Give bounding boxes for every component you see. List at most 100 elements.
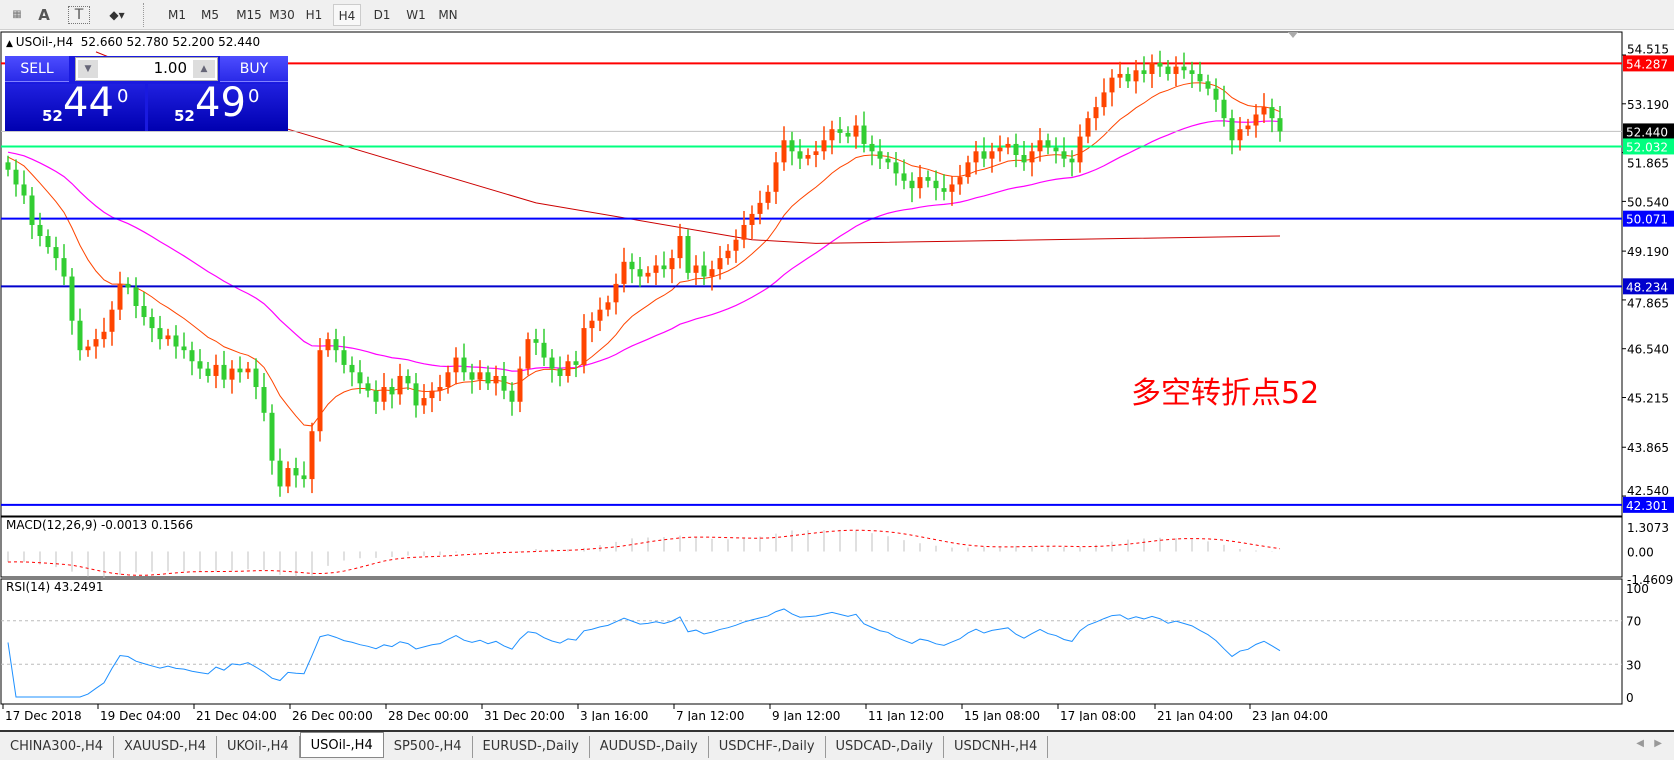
candle — [389, 378, 395, 409]
price-label: 48.234 — [1626, 280, 1668, 294]
chart-header: ▲ USOil-,H4 52.660 52.780 52.200 52.440 — [6, 35, 260, 49]
candle-body — [493, 375, 499, 384]
x-tick-label: 19 Dec 04:00 — [100, 709, 181, 721]
tab-xauusd-h4[interactable]: XAUUSD-,H4 — [114, 736, 217, 758]
tab-scroll-left-icon[interactable]: ◀ — [1636, 738, 1644, 749]
price-label: 54.287 — [1626, 57, 1668, 71]
candle-body — [285, 468, 291, 487]
candle — [733, 229, 739, 263]
chart-tabs: CHINA300-,H4 XAUUSD-,H4 UKOil-,H4 USOil-,H4… — [0, 730, 1674, 760]
candle — [1141, 56, 1147, 83]
candle-body — [141, 305, 147, 318]
candle — [965, 155, 971, 184]
tab-eurusd-daily[interactable]: EURUSD-,Daily — [473, 736, 590, 758]
tab-usoil-h4[interactable]: USOil-,H4 — [299, 732, 384, 758]
candle — [485, 365, 491, 390]
period-mn[interactable]: MN — [438, 8, 458, 22]
tab-usdchf-daily[interactable]: USDCHF-,Daily — [709, 736, 826, 758]
period-m30[interactable]: M30 — [269, 8, 295, 22]
text-label-icon[interactable]: T — [68, 6, 90, 24]
candle-body — [293, 468, 299, 476]
rsi-title: RSI(14) 43.2491 — [6, 580, 104, 594]
x-tick-label: 23 Jan 04:00 — [1252, 709, 1328, 721]
candle-body — [925, 177, 931, 181]
y-tick-label: 47.865 — [1627, 296, 1669, 310]
candle-body — [637, 269, 643, 277]
candle-body — [565, 361, 571, 376]
period-m5[interactable]: M5 — [201, 8, 219, 22]
tab-usdcad-daily[interactable]: USDCAD-,Daily — [826, 736, 944, 758]
candle-body — [373, 390, 379, 402]
candle-body — [589, 320, 595, 329]
candle — [165, 328, 171, 346]
x-tick-label: 11 Jan 12:00 — [868, 709, 944, 721]
candle-body — [621, 261, 627, 284]
buy-button[interactable]: BUY — [220, 56, 288, 82]
tab-sp500-h4[interactable]: SP500-,H4 — [384, 736, 473, 758]
candle — [1013, 133, 1019, 168]
collapse-triangle-icon[interactable]: ▲ — [6, 39, 16, 49]
candle — [693, 255, 699, 286]
candle — [181, 332, 187, 359]
candle-body — [1149, 62, 1155, 74]
candle — [37, 212, 43, 247]
volume-spinner[interactable]: ▼ 1.00 ▲ — [75, 57, 218, 81]
candle — [45, 229, 51, 254]
chart-area[interactable]: 54.515 53.190 51.865 50.540 49.190 47.865 46.5… — [0, 31, 1674, 723]
grid-f-icon[interactable]: ▦ — [12, 9, 22, 20]
period-h4[interactable]: H4 — [333, 4, 361, 26]
period-h1[interactable]: H1 — [305, 8, 323, 22]
candle-body — [1221, 99, 1227, 119]
buy-price[interactable]: 52 49 0 — [148, 80, 288, 131]
candle — [1005, 137, 1011, 155]
candle-body — [53, 247, 59, 259]
price-label-bg — [1623, 496, 1674, 513]
candle — [293, 457, 299, 488]
candle — [317, 338, 323, 442]
candle-body — [893, 162, 899, 174]
candle-body — [957, 177, 963, 185]
volume-up-icon[interactable]: ▲ — [193, 60, 215, 78]
candle-body — [221, 364, 227, 380]
candle — [781, 126, 787, 171]
volume-input[interactable]: 1.00 — [153, 59, 187, 77]
period-m1[interactable]: M1 — [168, 8, 186, 22]
candle — [245, 361, 251, 379]
candle-body — [1037, 140, 1043, 152]
y-tick-label: 50.540 — [1627, 195, 1669, 209]
candle — [893, 152, 899, 186]
candle-body — [301, 475, 307, 480]
candle — [661, 251, 667, 278]
period-m15[interactable]: M15 — [236, 8, 262, 22]
tab-usdcnh-h4[interactable]: USDCNH-,H4 — [944, 736, 1049, 758]
period-d1[interactable]: D1 — [373, 8, 391, 22]
candle — [957, 164, 963, 195]
candle-body — [1157, 62, 1163, 67]
sell-price[interactable]: 52 44 0 — [5, 80, 145, 131]
candle-body — [1237, 129, 1243, 141]
one-click-trading-panel: SELL ▼ 1.00 ▲ BUY 52 44 0 52 49 0 — [5, 56, 288, 131]
candle-body — [821, 140, 827, 152]
sell-button[interactable]: SELL — [5, 56, 69, 82]
volume-down-icon[interactable]: ▼ — [78, 60, 98, 78]
shapes-icon[interactable]: ◆▾ — [109, 8, 125, 22]
tab-audusd-daily[interactable]: AUDUSD-,Daily — [590, 736, 709, 758]
candle-body — [501, 375, 507, 391]
candle-body — [805, 154, 811, 159]
tab-scroll-right-icon[interactable]: ▶ — [1654, 738, 1662, 749]
tab-ukoil-h4[interactable]: UKOil-,H4 — [217, 736, 300, 758]
text-a-icon[interactable]: A — [38, 6, 50, 24]
candle-body — [1109, 77, 1115, 93]
candle — [949, 175, 955, 206]
tab-china300-h4[interactable]: CHINA300-,H4 — [0, 736, 114, 758]
candle-body — [253, 368, 259, 388]
price-label-bg — [1623, 123, 1674, 140]
candle — [565, 354, 571, 383]
candle — [813, 140, 819, 168]
candle-body — [389, 387, 395, 395]
chart-canvas[interactable]: 54.515 53.190 51.865 50.540 49.190 47.865 46.5… — [0, 31, 1674, 723]
candle-body — [509, 390, 515, 402]
period-w1[interactable]: W1 — [406, 8, 426, 22]
candle-body — [469, 372, 475, 380]
candle — [461, 343, 467, 381]
